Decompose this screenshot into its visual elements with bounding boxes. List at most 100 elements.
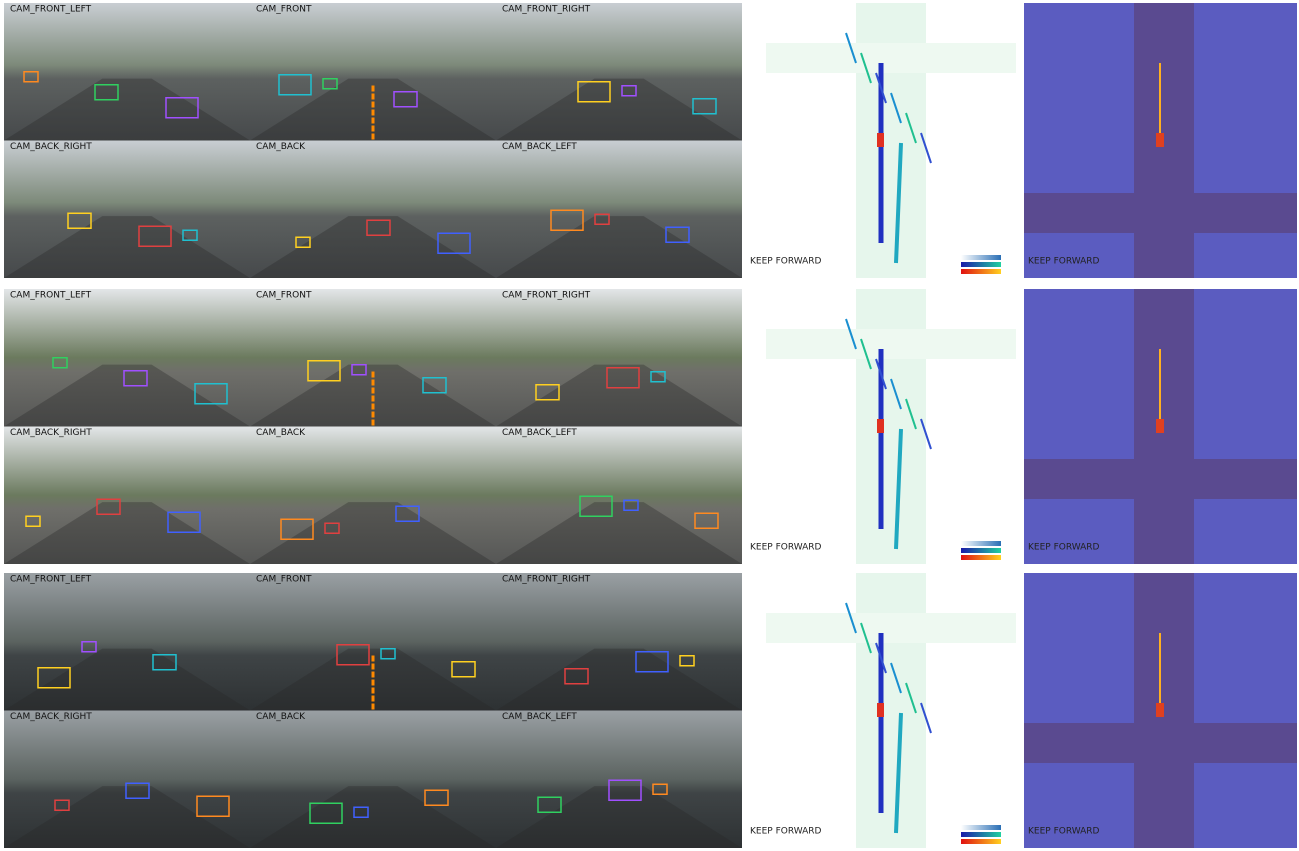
- legend-swatch: [961, 255, 1001, 260]
- road: [496, 216, 742, 278]
- detection-box: [451, 661, 476, 678]
- detection-box: [353, 806, 369, 818]
- agent-forecast: [875, 72, 887, 104]
- road: [4, 78, 250, 141]
- agent-forecast: [905, 112, 917, 144]
- camera-label: CAM_FRONT_LEFT: [10, 291, 92, 301]
- legend-swatch: [961, 832, 1001, 837]
- camera-label: CAM_BACK_RIGHT: [10, 142, 92, 152]
- road: [496, 364, 742, 427]
- agent-forecast: [845, 602, 857, 634]
- road: [4, 364, 250, 427]
- road: [250, 786, 496, 848]
- drivable-area: [766, 613, 1016, 643]
- command-label: KEEP FORWARD: [1028, 257, 1100, 267]
- road: [496, 648, 742, 711]
- detection-box: [94, 84, 119, 101]
- command-label: KEEP FORWARD: [750, 257, 822, 267]
- detection-box: [366, 219, 391, 236]
- camera-image: [250, 710, 496, 848]
- ego-vehicle: [877, 133, 884, 147]
- detection-box: [621, 85, 637, 97]
- detection-box: [606, 367, 640, 389]
- detection-box: [194, 383, 228, 405]
- camera-label: CAM_BACK_RIGHT: [10, 712, 92, 722]
- detection-box: [393, 91, 418, 108]
- legend-swatch: [961, 839, 1001, 844]
- detection-box: [336, 644, 370, 666]
- road: [4, 648, 250, 711]
- road: [496, 78, 742, 141]
- camera-label: CAM_FRONT: [256, 575, 312, 585]
- road: [250, 216, 496, 278]
- detection-box: [577, 81, 611, 103]
- detection-box: [123, 370, 148, 387]
- detection-box: [550, 209, 584, 231]
- detection-box: [564, 668, 589, 685]
- agent-forecast: [890, 378, 902, 410]
- detection-box: [579, 495, 613, 517]
- detection-box: [635, 651, 669, 673]
- camera-image: [496, 710, 742, 848]
- detection-box: [280, 518, 314, 540]
- detection-box: [138, 225, 172, 247]
- detection-box: [37, 667, 71, 689]
- detection-box: [694, 512, 719, 529]
- detection-box: [380, 648, 396, 660]
- legend-swatch: [961, 541, 1001, 546]
- road: [4, 502, 250, 564]
- agent-forecast: [845, 318, 857, 350]
- detection-box: [81, 641, 97, 653]
- ego-trajectory: [894, 142, 903, 264]
- camera-image: [4, 426, 250, 564]
- camera-label: CAM_FRONT: [256, 5, 312, 15]
- detection-box: [692, 98, 717, 115]
- agent-forecast: [890, 92, 902, 124]
- detection-box: [665, 226, 690, 243]
- agent-forecast: [920, 702, 932, 734]
- camera-label: CAM_BACK_LEFT: [502, 142, 577, 152]
- detection-box: [295, 236, 311, 248]
- ego-vehicle: [877, 419, 884, 433]
- detection-box: [424, 789, 449, 806]
- detection-box: [54, 799, 70, 811]
- camera-image: [4, 3, 250, 141]
- ego-trajectory: [894, 712, 903, 834]
- camera-label: CAM_FRONT_LEFT: [10, 575, 92, 585]
- map-road: [1024, 723, 1297, 763]
- agent-forecast: [890, 662, 902, 694]
- detection-box: [167, 511, 201, 533]
- map-road: [1024, 459, 1297, 499]
- map-road: [1024, 193, 1297, 233]
- command-label: KEEP FORWARD: [1028, 827, 1100, 837]
- detection-box: [152, 654, 177, 671]
- road: [496, 502, 742, 564]
- drivable-area: [766, 43, 1016, 73]
- road: [4, 786, 250, 848]
- map-ego: [1156, 703, 1164, 717]
- detection-box: [165, 97, 199, 119]
- camera-image: [496, 140, 742, 278]
- detection-box: [535, 384, 560, 401]
- agent-forecast: [860, 52, 872, 84]
- command-label: KEEP FORWARD: [750, 827, 822, 837]
- command-label: KEEP FORWARD: [1028, 543, 1100, 553]
- camera-image: [4, 710, 250, 848]
- camera-label: CAM_BACK: [256, 712, 306, 722]
- detection-box: [650, 371, 666, 383]
- detection-box: [25, 515, 41, 527]
- camera-label: CAM_BACK_LEFT: [502, 428, 577, 438]
- detection-box: [437, 232, 471, 254]
- camera-label: CAM_BACK: [256, 142, 306, 152]
- camera-image: [496, 289, 742, 427]
- legend-swatch: [961, 262, 1001, 267]
- ego-trajectory: [894, 428, 903, 550]
- ego-vehicle: [877, 703, 884, 717]
- agent-forecast: [905, 398, 917, 430]
- drivable-area: [766, 329, 1016, 359]
- agent-forecast: [860, 622, 872, 654]
- detection-box: [23, 71, 39, 83]
- detection-box: [537, 796, 562, 813]
- camera-image: [496, 573, 742, 711]
- map-ego: [1156, 419, 1164, 433]
